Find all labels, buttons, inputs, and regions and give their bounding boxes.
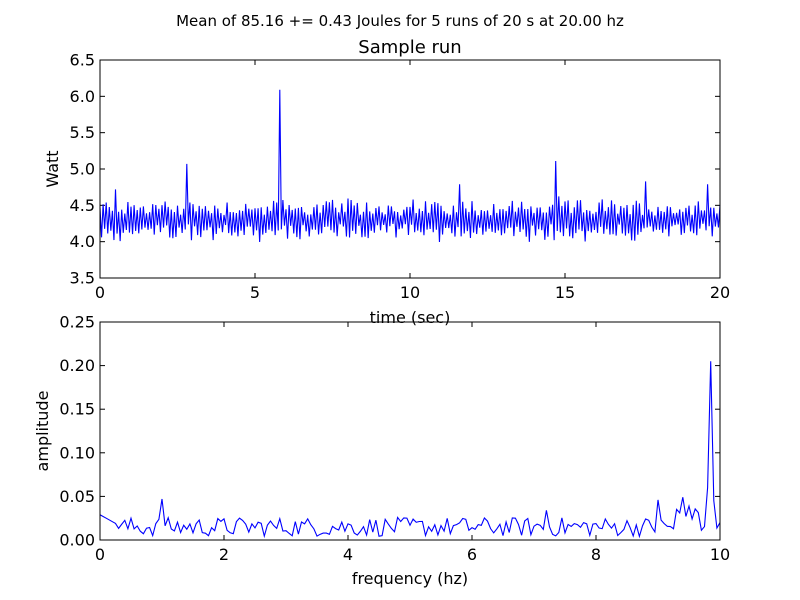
top-chart-title: Sample run	[358, 37, 461, 58]
bottom-y-tick-label: 0.15	[59, 400, 95, 419]
subplot-sample-run: Sample run time (sec) Watt 0 5 10 15 20 3.5 4.…	[43, 37, 730, 327]
bottom-y-axis-label: amplitude	[33, 391, 52, 472]
bottom-x-tick-label: 0	[95, 545, 105, 564]
bottom-y-tick-label: 0.00	[59, 531, 95, 550]
top-y-tick-label: 4.5	[70, 196, 95, 215]
bottom-y-tick-label: 0.25	[59, 313, 95, 332]
bottom-x-tick-label: 2	[219, 545, 229, 564]
top-y-tick-label: 3.5	[70, 269, 95, 288]
bottom-x-axis-label: frequency (hz)	[352, 569, 468, 588]
bottom-y-tick-label: 0.10	[59, 443, 95, 462]
top-x-tick-label: 5	[250, 283, 260, 302]
top-x-tick-label: 0	[95, 283, 105, 302]
spectrum-line	[99, 361, 721, 539]
bottom-x-tick-label: 6	[467, 545, 477, 564]
figure-suptitle: Mean of 85.16 += 0.43 Joules for 5 runs …	[176, 12, 624, 30]
bottom-x-tick-label: 8	[591, 545, 601, 564]
top-y-tick-label: 6.0	[70, 87, 95, 106]
top-y-tick-label: 4.0	[70, 232, 95, 251]
subplot-spectrum: frequency (hz) amplitude 0 2 4 6 8 10 0.00 0.05…	[33, 313, 730, 589]
top-x-tick-label: 10	[400, 283, 420, 302]
bottom-plot-frame	[99, 321, 721, 541]
top-x-tick-label: 20	[710, 283, 730, 302]
bottom-x-tick-label: 10	[710, 545, 730, 564]
top-y-tick-label: 5.0	[70, 160, 95, 179]
bottom-y-tick-label: 0.05	[59, 487, 95, 506]
top-y-axis-label: Watt	[43, 150, 62, 187]
power-series-line	[99, 89, 721, 243]
top-x-tick-label: 15	[555, 283, 575, 302]
top-plot-frame	[99, 59, 721, 279]
top-y-tick-label: 5.5	[70, 123, 95, 142]
top-x-axis-label: time (sec)	[370, 308, 451, 327]
bottom-y-tick-label: 0.20	[59, 356, 95, 375]
bottom-x-tick-label: 4	[343, 545, 353, 564]
top-y-tick-label: 6.5	[70, 51, 95, 70]
